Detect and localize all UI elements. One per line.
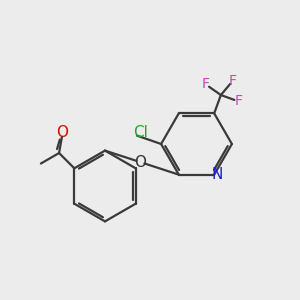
Text: F: F <box>229 74 237 88</box>
Text: O: O <box>134 154 146 169</box>
Text: Cl: Cl <box>134 125 148 140</box>
Text: F: F <box>202 77 210 92</box>
Text: O: O <box>57 125 69 140</box>
Text: F: F <box>234 94 242 108</box>
Text: N: N <box>212 167 223 182</box>
